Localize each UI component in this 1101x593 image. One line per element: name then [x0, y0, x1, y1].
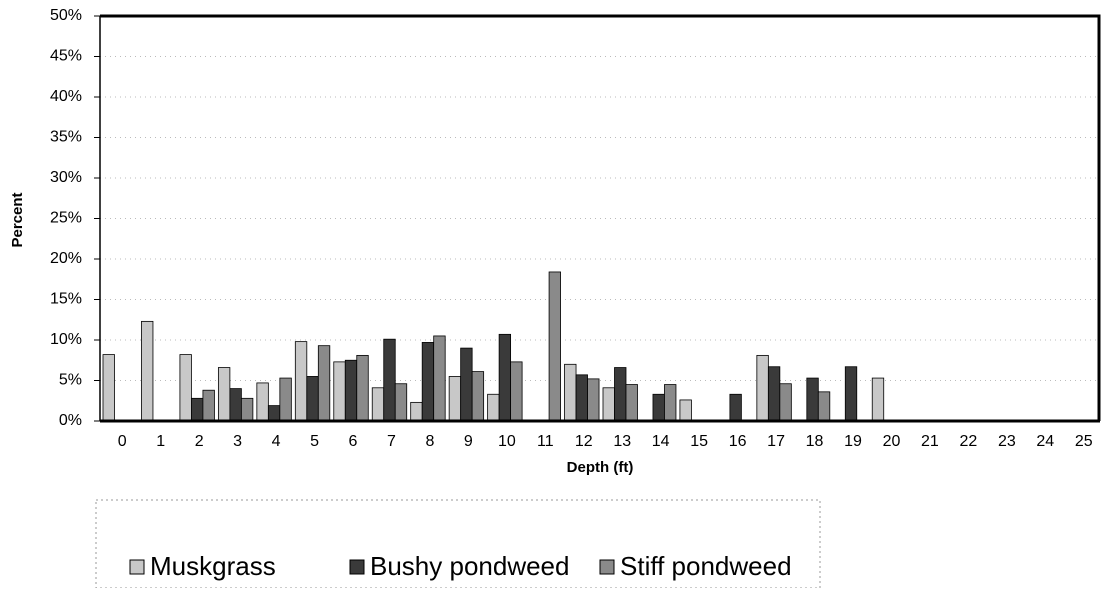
x-tick-label: 18 — [806, 433, 824, 450]
bar — [267, 405, 281, 422]
bar — [679, 399, 692, 422]
bar — [564, 363, 577, 422]
bar — [394, 383, 408, 422]
x-tick-label: 5 — [310, 433, 319, 450]
y-tick-label: 40% — [50, 88, 82, 105]
y-tick-label: 0% — [59, 412, 82, 429]
bar — [141, 320, 154, 422]
bar — [356, 354, 369, 422]
x-tick-label: 14 — [652, 433, 670, 450]
x-tick-label: 3 — [233, 433, 242, 450]
bar — [510, 361, 523, 422]
y-tick-label: 5% — [59, 372, 82, 389]
legend-swatch — [129, 559, 145, 575]
y-tick-label: 10% — [50, 331, 82, 348]
x-tick-label: 11 — [537, 433, 554, 450]
bar — [817, 391, 831, 422]
legend-swatch — [349, 559, 365, 575]
y-tick-label: 25% — [50, 210, 82, 227]
y-tick-label: 50% — [50, 7, 82, 24]
legend-swatch — [599, 559, 615, 575]
y-tick-label: 15% — [50, 291, 82, 308]
bar — [333, 361, 346, 422]
x-tick-label: 7 — [387, 433, 396, 450]
bar — [844, 366, 858, 422]
bar — [240, 397, 254, 422]
x-tick-label: 21 — [921, 433, 939, 450]
bar — [664, 384, 677, 422]
x-tick-label: 22 — [959, 433, 977, 450]
x-tick-label: 8 — [425, 433, 434, 450]
bar — [471, 371, 485, 422]
x-tick-label: 1 — [156, 433, 165, 450]
bar — [179, 354, 192, 422]
bar — [806, 377, 819, 422]
x-tick-label: 17 — [767, 433, 785, 450]
bar — [448, 376, 462, 422]
bar — [729, 393, 742, 422]
x-tick-label: 10 — [498, 433, 516, 450]
x-tick-label: 15 — [690, 433, 708, 450]
x-tick-label: 13 — [613, 433, 631, 450]
bar — [614, 367, 627, 422]
bar — [871, 377, 885, 422]
bar — [652, 393, 665, 422]
bar — [317, 345, 331, 422]
legend-label: Stiff pondweed — [620, 551, 792, 581]
x-tick-label: 12 — [575, 433, 593, 450]
bar — [383, 338, 396, 422]
bar — [294, 341, 308, 422]
y-tick-label: 35% — [50, 129, 82, 146]
legend-label: Bushy pondweed — [370, 551, 569, 581]
bar — [191, 397, 204, 422]
bar — [217, 367, 231, 422]
bar — [587, 378, 600, 422]
bar — [487, 393, 500, 422]
bar — [498, 333, 512, 422]
x-tick-label: 6 — [349, 433, 358, 450]
x-tick-label: 24 — [1036, 433, 1054, 450]
legend-label: Muskgrass — [150, 551, 276, 581]
y-tick-label: 45% — [50, 48, 82, 65]
x-tick-label: 16 — [729, 433, 747, 450]
x-tick-label: 9 — [464, 433, 473, 450]
x-tick-label: 4 — [272, 433, 281, 450]
x-axis-label: Depth (ft) — [567, 459, 634, 476]
bar — [306, 376, 319, 422]
bar — [625, 384, 638, 422]
bar — [460, 347, 473, 422]
bar — [421, 342, 435, 422]
bar — [575, 374, 588, 422]
bar — [256, 382, 269, 422]
y-axis-label: Percent — [9, 192, 26, 247]
bar — [602, 387, 615, 422]
x-tick-label: 19 — [844, 433, 862, 450]
bar — [279, 377, 292, 422]
bar — [779, 383, 792, 422]
legend-box — [95, 499, 821, 589]
bar — [102, 354, 115, 422]
x-tick-label: 23 — [998, 433, 1016, 450]
bar — [410, 401, 423, 422]
x-tick-label: 2 — [195, 433, 204, 450]
bar — [433, 335, 446, 422]
y-tick-label: 30% — [50, 169, 82, 186]
y-tick-label: 20% — [50, 250, 82, 267]
x-tick-label: 0 — [118, 433, 127, 450]
bar — [756, 354, 769, 422]
bar — [202, 389, 215, 422]
plot-frame — [100, 14, 1101, 421]
bar — [229, 388, 242, 422]
bar — [548, 271, 561, 422]
x-tick-label: 20 — [883, 433, 901, 450]
bar — [344, 359, 358, 422]
x-tick-label: 25 — [1075, 433, 1093, 450]
bar — [767, 366, 781, 422]
bar — [371, 387, 385, 422]
